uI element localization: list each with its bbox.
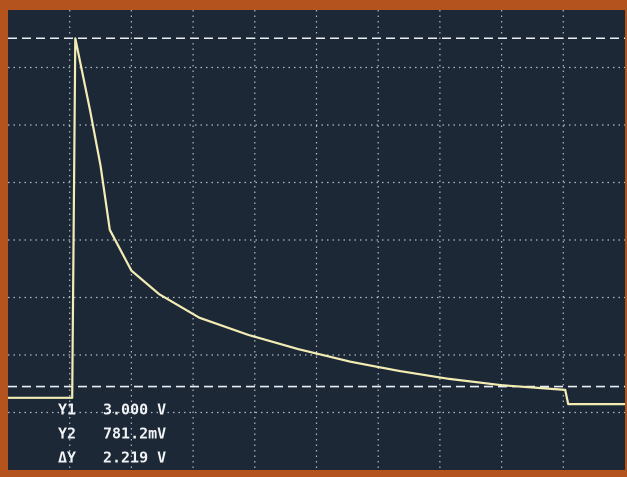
oscilloscope-screen: Y1 3.000 V Y2 781.2mV ΔY 2.219 V (0, 0, 627, 477)
delta-readout: 2.219 V (103, 449, 166, 467)
cursor-readout: 3.000 V (103, 401, 166, 419)
cursor-name: Y2 (58, 425, 76, 443)
cursor-name: Y1 (58, 401, 76, 419)
delta-name: ΔY (58, 449, 76, 467)
cursor-readout: 781.2mV (103, 425, 166, 443)
